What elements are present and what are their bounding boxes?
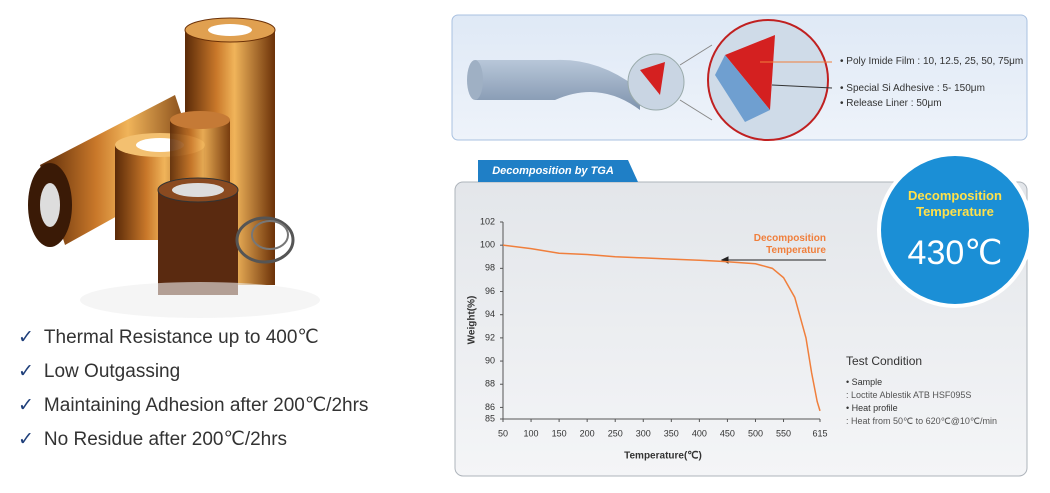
- structure-diagram: [467, 19, 833, 141]
- x-tick-label: 350: [664, 428, 679, 438]
- feature-item: ✓ Maintaining Adhesion after 200℃/2hrs: [18, 394, 368, 428]
- y-tick-label: 100: [480, 240, 495, 250]
- x-tick-label: 400: [692, 428, 707, 438]
- product-photo: [28, 17, 320, 318]
- test-item: • Sample: [846, 376, 997, 389]
- test-text: : Loctite Ablestik ATB HSF095S: [846, 390, 972, 400]
- check-icon: ✓: [18, 395, 34, 416]
- test-title: Test Condition: [846, 354, 922, 368]
- layer-label: • Release Liner : 50μm: [840, 98, 942, 109]
- badge-value: 430℃: [908, 234, 1003, 272]
- x-tick-label: 450: [720, 428, 735, 438]
- test-item: : Heat from 50℃ to 620℃@10℃/min: [846, 415, 997, 428]
- feature-list: ✓ Thermal Resistance up to 400℃ ✓ Low Outga…: [18, 326, 368, 462]
- test-text: : Heat from 50℃ to 620℃@10℃/min: [846, 416, 998, 426]
- check-icon: ✓: [18, 361, 34, 382]
- y-tick-label: 96: [485, 286, 495, 296]
- test-text: Sample: [851, 377, 883, 387]
- data-line: [502, 244, 821, 412]
- y-axis-label: Weight(%): [467, 296, 478, 345]
- y-tick-label: 85: [485, 413, 495, 423]
- feature-text: Low Outgassing: [43, 361, 181, 382]
- y-tick-label: 98: [485, 263, 495, 273]
- x-tick-label: 50: [498, 428, 508, 438]
- x-tick-label: 100: [524, 428, 539, 438]
- chart-title: Decomposition by TGA: [492, 165, 614, 177]
- check-icon: ✓: [18, 429, 34, 450]
- test-text: Heat profile: [851, 403, 898, 413]
- y-tick-label: 92: [485, 332, 495, 342]
- x-tick-label: 615: [812, 428, 827, 438]
- badge: [877, 152, 1033, 308]
- x-axis-label: Temperature(℃): [624, 451, 702, 462]
- y-tick-label: 86: [485, 402, 495, 412]
- x-tick-label: 500: [748, 428, 763, 438]
- annotation: Decomposition Temperature: [753, 233, 826, 256]
- feature-text: Thermal Resistance up to 400℃: [43, 327, 319, 348]
- feature-text: No Residue after 200℃/2hrs: [43, 429, 288, 450]
- test-item: : Loctite Ablestik ATB HSF095S: [846, 389, 997, 402]
- feature-text: Maintaining Adhesion after 200℃/2hrs: [43, 395, 369, 416]
- x-tick-label: 300: [636, 428, 651, 438]
- chart-tab: [478, 160, 638, 182]
- layer-text: Release Liner : 50μm: [846, 98, 942, 109]
- x-tick-label: 150: [552, 428, 567, 438]
- bullet: •: [846, 377, 852, 387]
- layer-label: • Poly Imide Film : 10, 12.5, 25, 50, 75…: [840, 56, 1024, 67]
- y-tick-label: 102: [480, 216, 495, 226]
- test-items: • Sample: Loctite Ablestik ATB HSF095S • …: [846, 376, 997, 428]
- x-tick-label: 550: [776, 428, 791, 438]
- y-tick-label: 90: [485, 355, 495, 365]
- feature-item: ✓ Thermal Resistance up to 400℃: [18, 326, 368, 360]
- badge-title: Decomposition Temperature: [908, 188, 1002, 219]
- layer-text: Poly Imide Film : 10, 12.5, 25, 50, 75μm: [846, 56, 1024, 67]
- check-icon: ✓: [18, 327, 34, 348]
- layer-label: • Special Si Adhesive : 5- 150μm: [840, 83, 985, 94]
- x-tick-label: 250: [608, 428, 623, 438]
- y-tick-label: 88: [485, 379, 495, 389]
- test-item: • Heat profile: [846, 402, 997, 415]
- feature-item: ✓ Low Outgassing: [18, 360, 368, 394]
- feature-item: ✓ No Residue after 200℃/2hrs: [18, 428, 368, 462]
- x-tick-label: 200: [580, 428, 595, 438]
- bullet: •: [846, 403, 852, 413]
- y-tick-label: 94: [485, 309, 495, 319]
- layer-text: Special Si Adhesive : 5- 150μm: [846, 83, 985, 94]
